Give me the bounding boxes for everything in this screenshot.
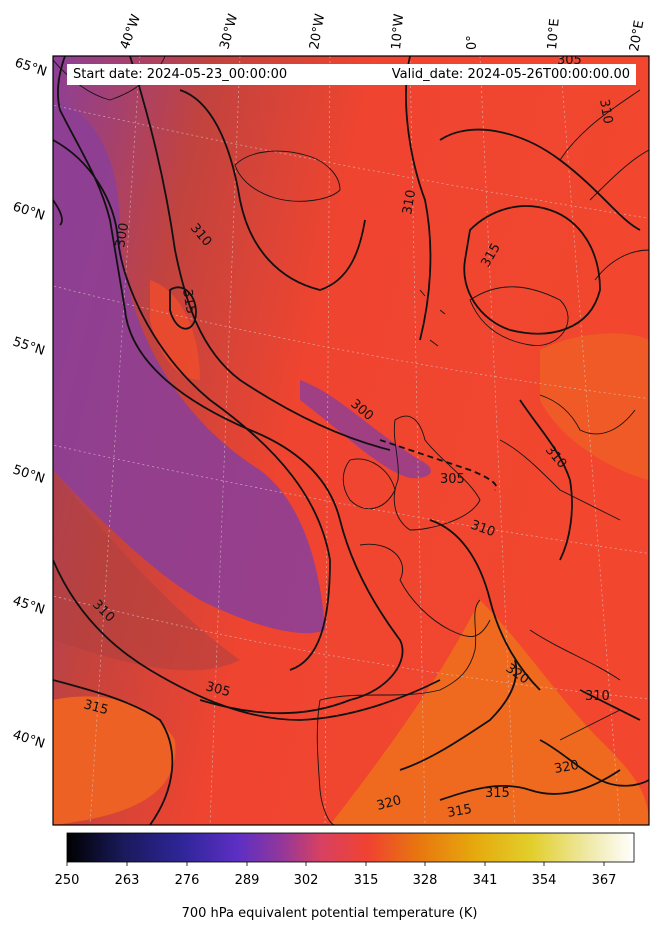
lon-line-20w [324,56,331,825]
colorbar-tick: 315 [354,873,379,888]
lon-label-30w: 30°W [217,12,241,51]
lat-label-60n: 60°N [11,200,47,224]
contour-label: 310 [585,689,610,704]
contour-320-east [539,739,649,787]
lat-label-50n: 50°N [11,463,47,487]
lat-line-60 [53,104,649,219]
contour-label: 315 [82,697,110,718]
colorbar-tick: 354 [532,873,557,888]
lon-line-30w [209,56,241,825]
contour-310-france [429,519,541,691]
colorbar-ticks [66,862,605,866]
contour-label: 305 [204,679,232,700]
map-panel: 300 300 305 305 310 310 310 310 310 310 … [53,56,649,825]
contour-315-atlantic [169,286,197,330]
france-coast [359,543,491,637]
contour-label: 315 [485,786,510,801]
lon-label-40w: 40°W [118,12,144,51]
date-info-box: Start date: 2024-05-23_00:00:00 Valid_da… [67,64,636,85]
lon-line-10w [409,56,426,825]
faroe-shetland-coast [419,289,446,347]
contour-310-continent [519,399,573,561]
contour-label: 320 [553,758,580,777]
lat-label-40n: 40°N [11,728,47,752]
colorbar-tick: 250 [55,873,80,888]
cold-tongue-shading [300,380,431,479]
colorbar-tick: 263 [115,873,140,888]
colorbar [66,832,635,863]
contour-320-iberia [399,659,518,771]
contour-300-edge [53,199,63,226]
contour-315-north-sea [463,205,601,335]
colorbar-tick: 367 [592,873,617,888]
netherlands-germany-coast [499,439,621,521]
contour-315-south [439,769,621,801]
valid-date-label: Valid_date: 2024-05-26T00:00:00.00 [391,67,630,82]
contour-dashed [379,439,498,491]
contour-label: 300 [113,222,132,249]
colorbar-tick: 341 [473,873,498,888]
transition-shading [53,470,240,671]
lon-label-10w: 10°W [389,13,407,50]
lat-line-55 [53,285,649,399]
lon-line-40w [89,56,141,825]
contour-310-east [579,689,641,721]
lon-label-0: 0° [465,35,480,50]
contour-310-central [405,56,432,341]
theta-e-contours [53,56,649,825]
contour-310-norway [439,128,641,231]
contour-310-south [53,559,441,721]
contour-310-west [129,56,391,451]
great-britain-coast [393,415,481,531]
warm-pocket [150,280,200,380]
colorbar-label: 700 hPa equivalent potential temperature… [181,906,478,921]
contour-315-southwest [53,679,174,825]
contour-label: 305 [440,472,465,487]
lon-label-20e: 20°E [627,19,647,52]
lon-label-20w: 20°W [307,13,328,51]
lat-label-45n: 45°N [11,594,47,618]
ireland-coast [342,458,396,510]
colorbar-tick: 302 [294,873,319,888]
contour-label: 315 [179,288,198,315]
colorbar-tick-labels: 250 263 276 289 302 315 328 341 354 367 [55,873,617,888]
lat-label-55n: 55°N [11,335,47,359]
colorbar-tick: 276 [175,873,200,888]
lon-line-10e [559,56,621,825]
colorbar-tick: 328 [413,873,438,888]
iceland-coast [234,150,341,202]
longitude-labels: 40°W 30°W 20°W 10°W 0° 10°E 20°E [118,12,648,52]
denmark-coast [539,394,636,435]
contour-label: 310 [596,98,615,125]
contour-label: 310 [400,189,419,216]
start-date-label: Start date: 2024-05-23_00:00:00 [73,67,288,82]
lat-label-65n: 65°N [13,56,49,80]
contour-300 [53,139,331,671]
map-frame [52,55,650,826]
warm-airmass-southwest [53,696,176,825]
latitude-labels: 65°N 60°N 55°N 50°N 45°N 40°N [11,56,49,752]
lon-label-10e: 10°E [545,18,563,50]
warm-airmass-baltic [540,333,649,480]
cold-airmass-shading [53,100,325,634]
portugal-coast [316,699,336,825]
mediterranean-coast [529,629,621,741]
lat-line-45 [53,595,649,700]
warm-airmass-iberia [330,600,649,825]
contour-310-north [179,89,366,291]
contour-305 [57,56,404,715]
contour-label: 315 [446,802,473,821]
contour-label: 320 [375,793,403,814]
colorbar-tick: 289 [235,873,260,888]
dashed-contours [379,439,498,491]
